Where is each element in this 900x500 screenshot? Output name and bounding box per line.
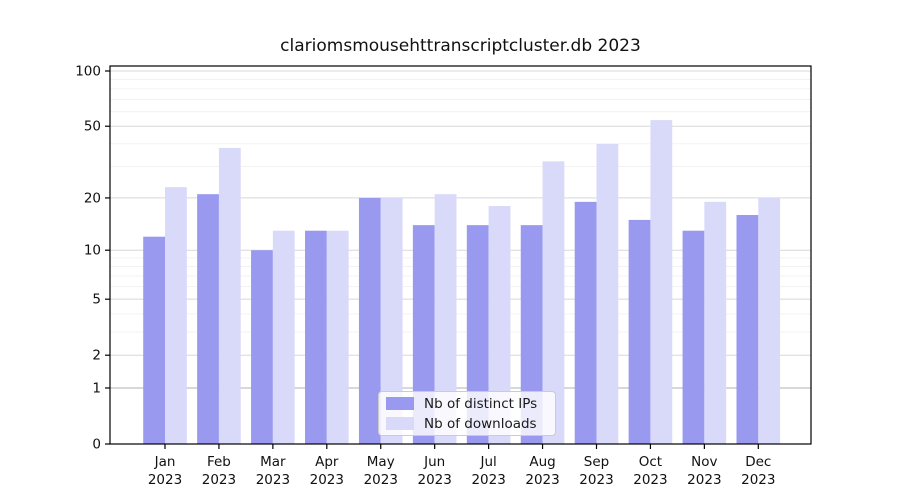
bar-feb-downloads <box>218 147 241 444</box>
y-tick-label: 10 <box>84 243 101 259</box>
bar-mar-distinct-ips <box>251 250 273 444</box>
chart-title: clariomsmousehttranscriptcluster.db 2023 <box>280 36 641 56</box>
x-tick-label-year: 2023 <box>741 472 775 488</box>
x-tick-label-year: 2023 <box>148 472 182 488</box>
y-tick-label: 1 <box>92 380 101 396</box>
bar-feb-distinct-ips <box>197 194 219 444</box>
y-tick-label: 100 <box>75 63 101 79</box>
bar-jun-downloads <box>434 194 457 444</box>
x-tick-label-month: Jul <box>479 454 496 470</box>
bar-oct-distinct-ips <box>628 219 651 444</box>
x-tick-label-month: Oct <box>639 454 662 470</box>
x-tick-label-month: Feb <box>207 454 231 470</box>
x-tick-label-year: 2023 <box>256 472 290 488</box>
bar-sep-downloads <box>596 143 619 444</box>
y-tick-label: 50 <box>84 119 101 135</box>
legend-label-downloads: Nb of downloads <box>424 415 537 432</box>
x-tick-label-year: 2023 <box>525 472 559 488</box>
bar-dec-downloads <box>758 197 781 444</box>
bar-jun-distinct-ips <box>412 225 435 444</box>
legend-swatch-downloads <box>386 417 414 430</box>
x-tick-label-year: 2023 <box>310 472 344 488</box>
x-tick-label-month: Jun <box>423 454 445 470</box>
bar-aug-downloads <box>542 161 565 445</box>
legend: Nb of distinct IPs Nb of downloads <box>378 391 556 436</box>
x-tick-label-year: 2023 <box>418 472 452 488</box>
x-tick-label-month: May <box>367 454 395 470</box>
x-tick-label-year: 2023 <box>633 472 667 488</box>
bar-jan-distinct-ips <box>143 236 165 444</box>
x-tick-label-year: 2023 <box>687 472 721 488</box>
bar-apr-distinct-ips <box>305 230 327 444</box>
bar-sep-distinct-ips <box>574 201 597 444</box>
x-tick-label-year: 2023 <box>364 472 398 488</box>
bar-dec-distinct-ips <box>736 215 759 444</box>
x-tick-label-year: 2023 <box>579 472 613 488</box>
bar-jul-distinct-ips <box>466 225 489 444</box>
bar-oct-downloads <box>650 120 673 444</box>
legend-row-distinct-ips: Nb of distinct IPs <box>379 394 555 413</box>
x-tick-label-month: Mar <box>260 454 286 470</box>
bar-nov-distinct-ips <box>682 230 705 444</box>
x-tick-label-month: Aug <box>529 454 555 470</box>
x-tick-label-year: 2023 <box>202 472 236 488</box>
bar-aug-distinct-ips <box>520 225 543 444</box>
x-tick-label-month: Jan <box>154 454 176 470</box>
legend-swatch-distinct-ips <box>386 397 414 410</box>
x-tick-label-month: Sep <box>584 454 609 470</box>
legend-label-distinct-ips: Nb of distinct IPs <box>424 395 538 412</box>
y-tick-label: 5 <box>92 292 101 308</box>
bar-may-distinct-ips <box>358 197 381 444</box>
legend-row-downloads: Nb of downloads <box>379 414 555 433</box>
x-tick-label-month: Dec <box>745 454 771 470</box>
bar-mar-downloads <box>272 230 295 444</box>
plot-frame <box>109 65 812 445</box>
bar-may-downloads <box>380 197 403 444</box>
bar-jan-downloads <box>165 187 187 444</box>
y-tick-label: 0 <box>92 437 101 453</box>
x-tick-label-month: Nov <box>691 454 717 470</box>
x-tick-label-year: 2023 <box>471 472 505 488</box>
y-tick-label: 2 <box>92 348 101 364</box>
y-tick-label: 20 <box>84 190 101 206</box>
bar-jul-downloads <box>488 206 511 444</box>
bar-apr-downloads <box>326 230 349 444</box>
x-tick-label-month: Apr <box>315 454 339 470</box>
bar-nov-downloads <box>704 201 727 444</box>
